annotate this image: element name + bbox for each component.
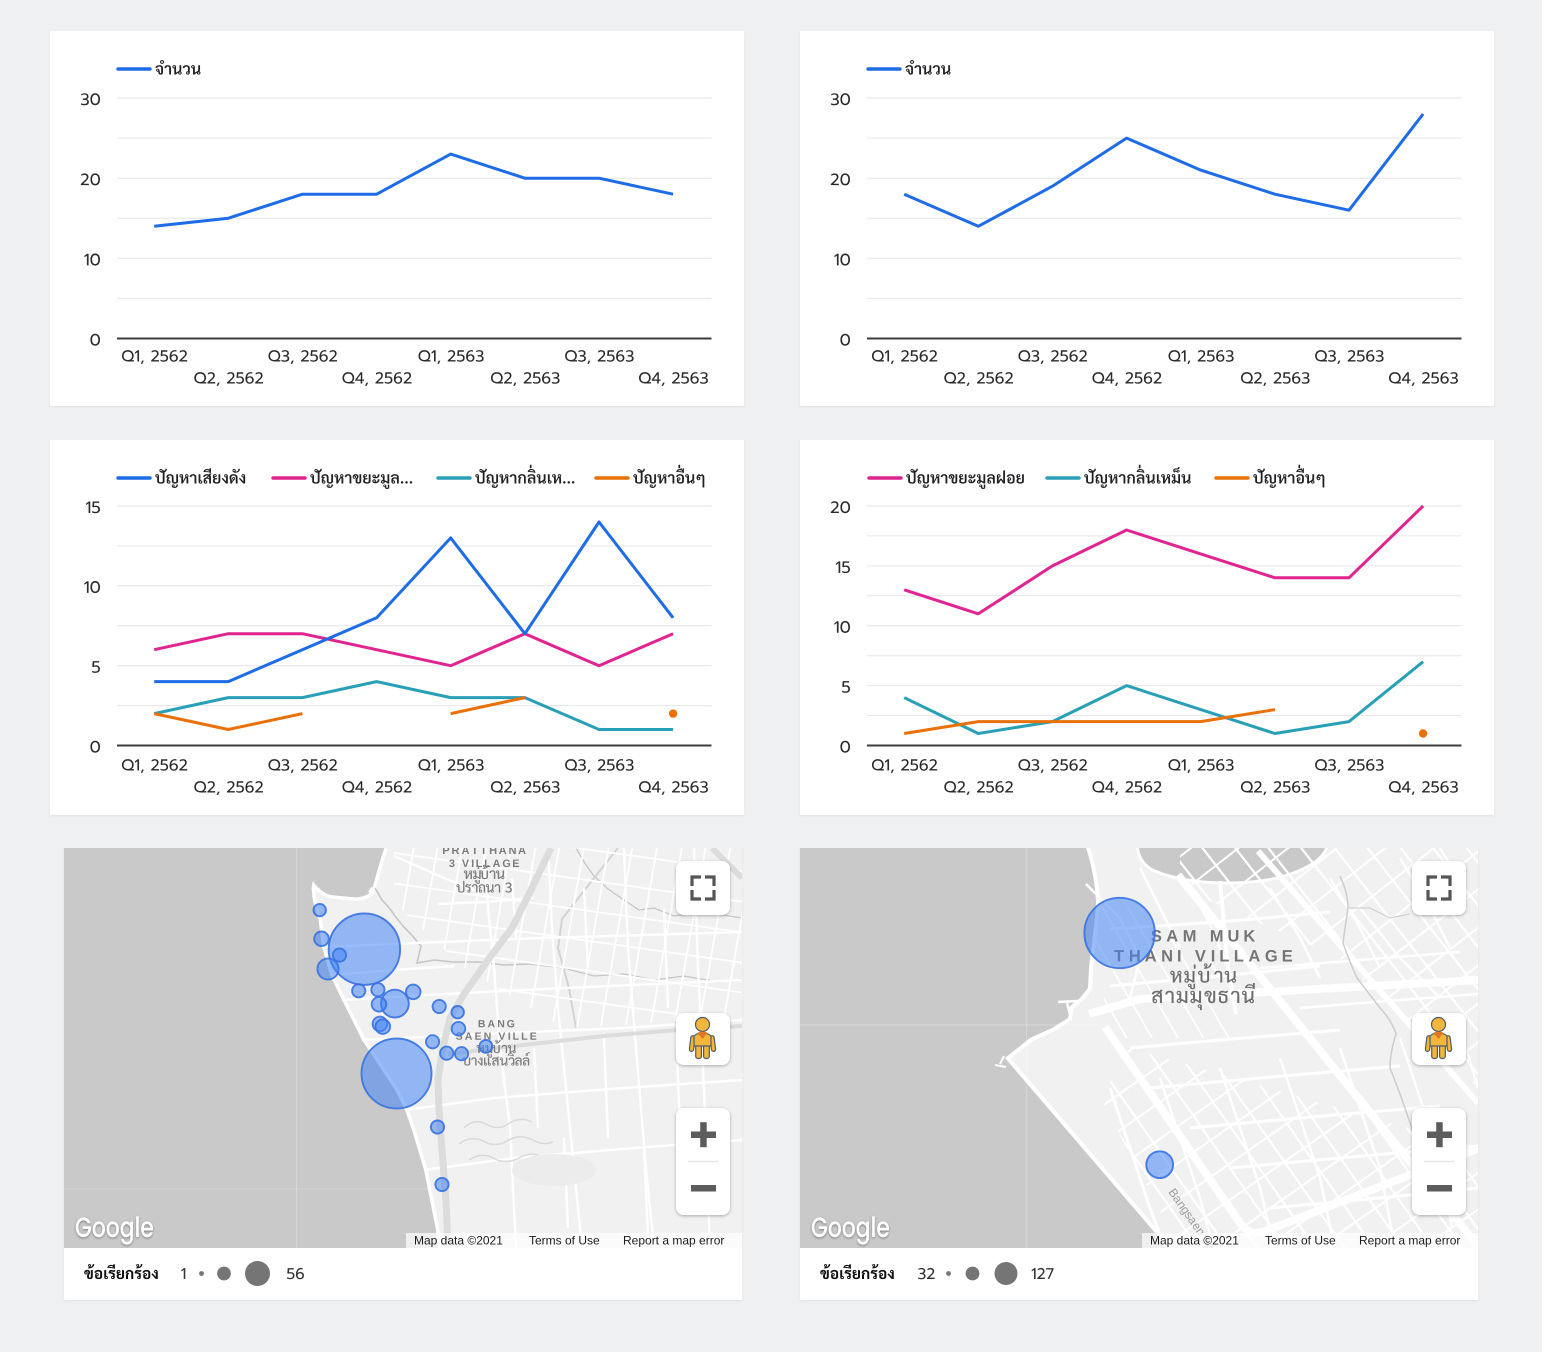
svg-text:Map data ©2021: Map data ©2021 — [1150, 1234, 1239, 1248]
svg-text:Terms of Use: Terms of Use — [1265, 1234, 1336, 1248]
svg-text:Terms of Use: Terms of Use — [529, 1234, 600, 1248]
svg-text:Report a map error: Report a map error — [623, 1234, 724, 1248]
svg-text:Report a map error: Report a map error — [1359, 1234, 1460, 1248]
svg-text:Map data ©2021: Map data ©2021 — [414, 1234, 503, 1248]
